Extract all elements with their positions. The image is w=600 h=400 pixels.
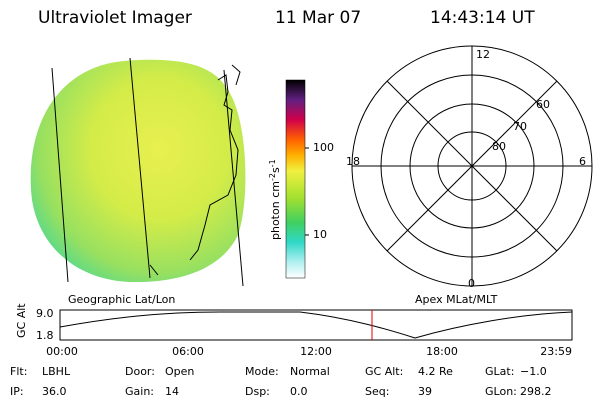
date: 11 Mar 07 [275,8,361,28]
polar-grid [351,45,593,287]
info-label: Door: [125,365,155,378]
time: 14:43:14 UT [430,8,535,28]
info-value: 4.2 Re [418,365,453,378]
info-label: IP: [10,385,24,398]
info-label: Seq: [365,385,389,398]
altitude-plot [59,309,573,341]
info-label: Gain: [125,385,154,398]
altitude-xtick: 06:00 [172,345,204,358]
colorbar-tick: 10 [313,228,327,241]
info-label: Mode: [245,365,279,378]
title: Ultraviolet Imager [38,8,192,28]
altitude-xtick: 00:00 [46,345,78,358]
info-value: 14 [165,385,179,398]
info-label: GLon: [485,385,517,398]
colorbar-label: photon cm-2s-1 [268,159,283,240]
info-value: Normal [290,365,330,378]
polar-label: 12 [476,48,490,61]
colorbar-tick: 100 [313,141,334,154]
ring-label: 70 [513,120,527,133]
info-value: Open [165,365,194,378]
altitude-xtick: 12:00 [300,345,332,358]
info-value: 36.0 [42,385,67,398]
polar-label: 6 [579,155,586,168]
altitude-curve [59,311,573,339]
polar-label: 0 [468,277,475,290]
ring-label: 60 [536,98,550,111]
altitude-ytick: 9.0 [36,307,54,320]
info-label: Flt: [10,365,27,378]
info-value: 39 [418,385,432,398]
info-value: −1.0 [520,365,547,378]
earth-image [30,57,246,287]
info-label: Dsp: [245,385,270,398]
image-label: Geographic Lat/Lon [68,293,175,306]
info-label: GC Alt: [365,365,403,378]
altitude-ylabel: GC Alt [15,303,28,338]
info-value: 0.0 [290,385,308,398]
altitude-ytick: 1.8 [36,329,54,342]
info-value: 298.2 [520,385,552,398]
altitude-xtick: 23:59 [540,345,572,358]
info-label: GLat: [485,365,514,378]
image-label: Apex MLat/MLT [415,293,498,306]
polar-label: 18 [346,155,360,168]
colorbar [285,79,306,279]
ring-label: 80 [492,140,506,153]
altitude-xtick: 18:00 [426,345,458,358]
info-value: LBHL [42,365,71,378]
